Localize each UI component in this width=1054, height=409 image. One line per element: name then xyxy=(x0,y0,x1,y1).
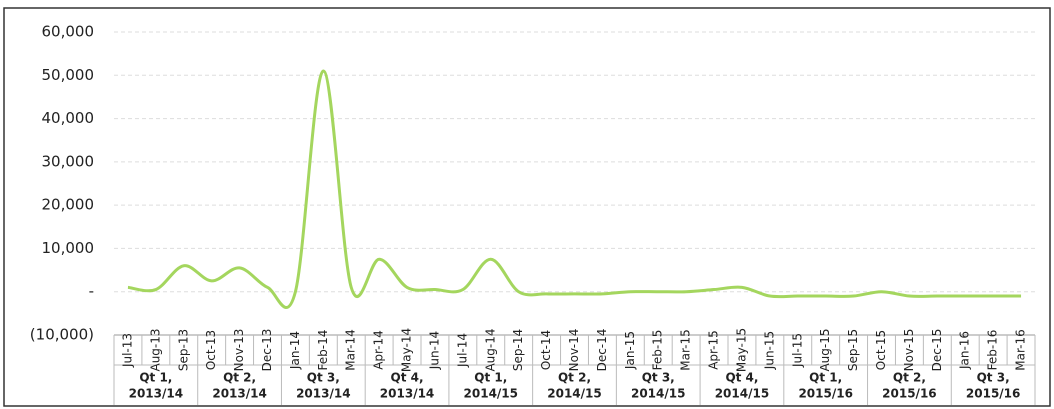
group-label: 2014/15 xyxy=(464,387,518,401)
group-label: Qt 3, xyxy=(642,371,675,385)
group-label: 2013/14 xyxy=(212,387,266,401)
x-tick-label: Dec-14 xyxy=(595,329,609,372)
group-label: Qt 4, xyxy=(725,371,758,385)
group-label: 2015/16 xyxy=(798,387,852,401)
group-label: 2013/14 xyxy=(129,387,183,401)
x-tick-label: Mar-16 xyxy=(1014,329,1028,370)
x-tick-label: Jul-13 xyxy=(120,333,134,368)
group-label: 2013/14 xyxy=(296,387,350,401)
y-tick-label: 50,000 xyxy=(42,66,95,84)
x-tick-label: Jun-15 xyxy=(762,331,776,370)
x-tick-label: Sep-13 xyxy=(176,329,190,371)
group-label: Qt 1, xyxy=(809,371,842,385)
line xyxy=(127,69,1022,309)
x-tick-label: Nov-13 xyxy=(232,329,246,372)
x-tick-label: Apr-15 xyxy=(707,330,721,370)
x-tick-label: Mar-14 xyxy=(344,329,358,370)
x-tick-label: May-15 xyxy=(734,328,748,372)
x-tick-label: Aug-15 xyxy=(818,328,832,371)
y-tick-label: 40,000 xyxy=(42,109,95,127)
x-tick-label: Feb-14 xyxy=(316,330,330,371)
group-label: 2015/16 xyxy=(882,387,936,401)
x-tick-label: Apr-14 xyxy=(372,330,386,370)
group-label: Qt 1, xyxy=(474,371,507,385)
group-label: Qt 2, xyxy=(223,371,256,385)
x-tick-label: Aug-14 xyxy=(483,328,497,371)
x-tick-label: Nov-15 xyxy=(902,329,916,372)
group-label: Qt 3, xyxy=(977,371,1010,385)
x-tick-label: Nov-14 xyxy=(567,329,581,372)
y-tick-label: - xyxy=(89,282,94,300)
y-tick-label: (10,000) xyxy=(30,326,94,344)
group-label: Qt 1, xyxy=(139,371,172,385)
x-tick-label: Sep-15 xyxy=(846,329,860,371)
y-tick-label: 30,000 xyxy=(42,152,95,170)
x-tick-label: Feb-16 xyxy=(986,330,1000,371)
x-tick-label: Jun-14 xyxy=(427,331,441,370)
y-tick-label: 10,000 xyxy=(42,239,95,257)
group-label: Qt 2, xyxy=(558,371,591,385)
x-tick-label: Aug-13 xyxy=(148,328,162,371)
x-tick-label: Oct-15 xyxy=(874,330,888,370)
x-tick-label: Dec-15 xyxy=(930,329,944,372)
x-tick-label: Jul-14 xyxy=(455,333,469,368)
x-tick-label: Feb-15 xyxy=(651,330,665,371)
x-tick-label: Jan-16 xyxy=(958,331,972,370)
x-tick-label: Jan-15 xyxy=(623,331,637,370)
group-label: 2015/16 xyxy=(966,387,1020,401)
group-label: Qt 3, xyxy=(307,371,340,385)
group-label: 2014/15 xyxy=(715,387,769,401)
group-label: Qt 2, xyxy=(893,371,926,385)
group-label: Qt 4, xyxy=(391,371,424,385)
x-tick-label: Jul-15 xyxy=(790,333,804,368)
x-tick-label: May-14 xyxy=(400,328,414,372)
x-tick-label: Jan-14 xyxy=(288,331,302,370)
frame xyxy=(3,7,1051,407)
y-tick-label: 60,000 xyxy=(42,23,95,41)
x-tick-label: Oct-13 xyxy=(204,330,218,370)
group-label: 2013/14 xyxy=(380,387,434,401)
x-tick-label: Oct-14 xyxy=(539,330,553,370)
group-label: 2014/15 xyxy=(547,387,601,401)
y-tick-label: 20,000 xyxy=(42,196,95,214)
x-tick-label: Sep-14 xyxy=(511,329,525,371)
x-tick-label: Dec-13 xyxy=(260,329,274,372)
x-tick-label: Mar-15 xyxy=(679,329,693,370)
group-label: 2014/15 xyxy=(631,387,685,401)
